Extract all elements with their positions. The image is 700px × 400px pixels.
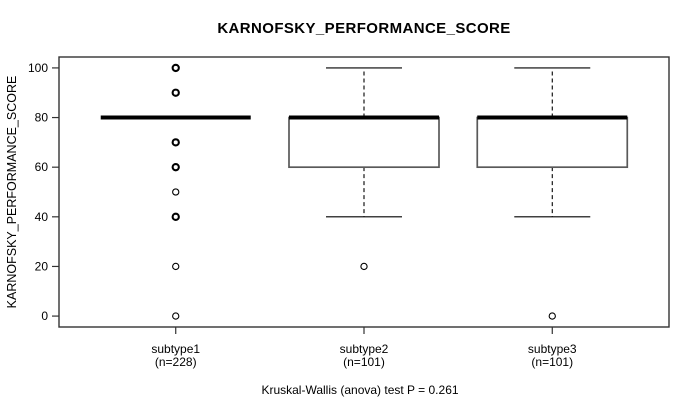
outlier-point — [171, 63, 180, 73]
x-category-label: subtype2 — [340, 342, 389, 356]
outlier-point — [172, 262, 180, 271]
outlier-point — [171, 212, 180, 221]
outlier-point — [171, 88, 180, 97]
y-tick-label: 0 — [41, 309, 48, 323]
x-category-n-label: (n=228) — [155, 355, 197, 369]
x-category-label: subtype1 — [151, 342, 200, 356]
outlier-point — [548, 312, 556, 320]
iqr-box — [288, 116, 440, 169]
outlier-point — [171, 138, 180, 147]
stat-test-caption: Kruskal-Wallis (anova) test P = 0.261 — [261, 383, 458, 397]
y-tick-label: 20 — [35, 259, 49, 273]
x-category-n-label: (n=101) — [343, 355, 385, 369]
plot-area: 020406080100subtype1(n=228)subtype2(n=10… — [28, 56, 670, 369]
iqr-box — [476, 116, 629, 169]
y-tick-label: 100 — [28, 61, 48, 75]
outlier-point — [172, 188, 180, 196]
outlier-point — [360, 262, 368, 271]
y-tick-label: 80 — [35, 111, 49, 125]
outlier-point — [171, 163, 180, 172]
chart-title: KARNOFSKY_PERFORMANCE_SCORE — [217, 20, 510, 37]
x-category-label: subtype3 — [528, 342, 577, 356]
y-tick-label: 60 — [35, 160, 49, 174]
outlier-point — [172, 312, 180, 320]
y-axis-title: KARNOFSKY_PERFORMANCE_SCORE — [5, 76, 19, 309]
y-tick-label: 40 — [35, 210, 49, 224]
x-category-n-label: (n=101) — [531, 355, 573, 369]
